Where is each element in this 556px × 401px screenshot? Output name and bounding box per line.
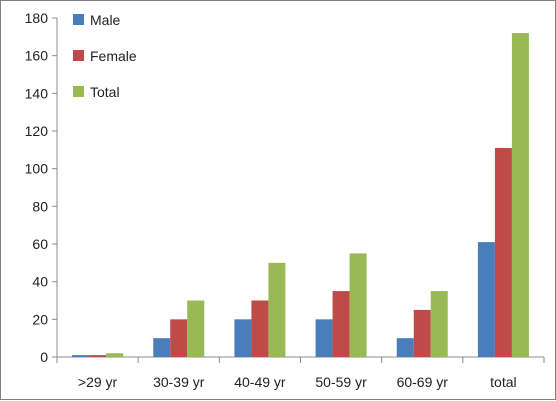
- y-tick-label: 100: [25, 161, 49, 177]
- legend-label-female: Female: [90, 48, 137, 64]
- x-tick-label: 40-49 yr: [234, 374, 286, 390]
- legend-swatch-total: [73, 86, 84, 97]
- bar-female: [332, 291, 350, 357]
- bar-total: [349, 253, 367, 357]
- x-tick-label: 50-59 yr: [315, 374, 367, 390]
- y-tick-label: 40: [32, 274, 48, 290]
- bar-total: [511, 33, 529, 358]
- bar-female: [413, 309, 431, 357]
- bar-male: [153, 338, 171, 357]
- y-tick-label: 60: [32, 236, 48, 252]
- bar-total: [106, 353, 124, 357]
- legend-swatch-female: [73, 50, 84, 61]
- legend: Male Female Total: [73, 12, 137, 100]
- x-tick-label: total: [490, 374, 516, 390]
- legend-swatch-male: [73, 14, 84, 25]
- x-tick-label: 60-69 yr: [397, 374, 449, 390]
- x-tick-label: >29 yr: [78, 374, 118, 390]
- x-axis: >29 yr 30-39 yr 40-49 yr 50-59 yr 60-69 yr to…: [56, 356, 545, 390]
- bar-total: [268, 262, 286, 357]
- bar-male: [477, 242, 495, 357]
- bar-male: [396, 338, 414, 357]
- bar-male: [315, 319, 333, 357]
- bar-female: [494, 147, 512, 357]
- x-tick-label: 30-39 yr: [153, 374, 205, 390]
- y-tick-label: 160: [25, 48, 49, 64]
- bar-male: [72, 355, 90, 357]
- y-axis: 0 20 40 60 80 100 120 140 160 180: [25, 10, 58, 365]
- legend-label-total: Total: [90, 84, 120, 100]
- y-tick-label: 120: [25, 123, 49, 139]
- y-tick-label: 80: [32, 198, 48, 214]
- bar-total: [430, 291, 448, 357]
- bar-total: [187, 300, 205, 357]
- bars: [72, 33, 529, 358]
- bar-female: [89, 355, 107, 357]
- y-tick-label: 140: [25, 85, 49, 101]
- y-tick-label: 180: [25, 10, 49, 26]
- y-tick-label: 0: [40, 349, 48, 365]
- bar-male: [234, 319, 252, 357]
- bar-female: [170, 319, 188, 357]
- bar-female: [251, 300, 269, 357]
- y-tick-label: 20: [32, 311, 48, 327]
- legend-label-male: Male: [90, 12, 121, 28]
